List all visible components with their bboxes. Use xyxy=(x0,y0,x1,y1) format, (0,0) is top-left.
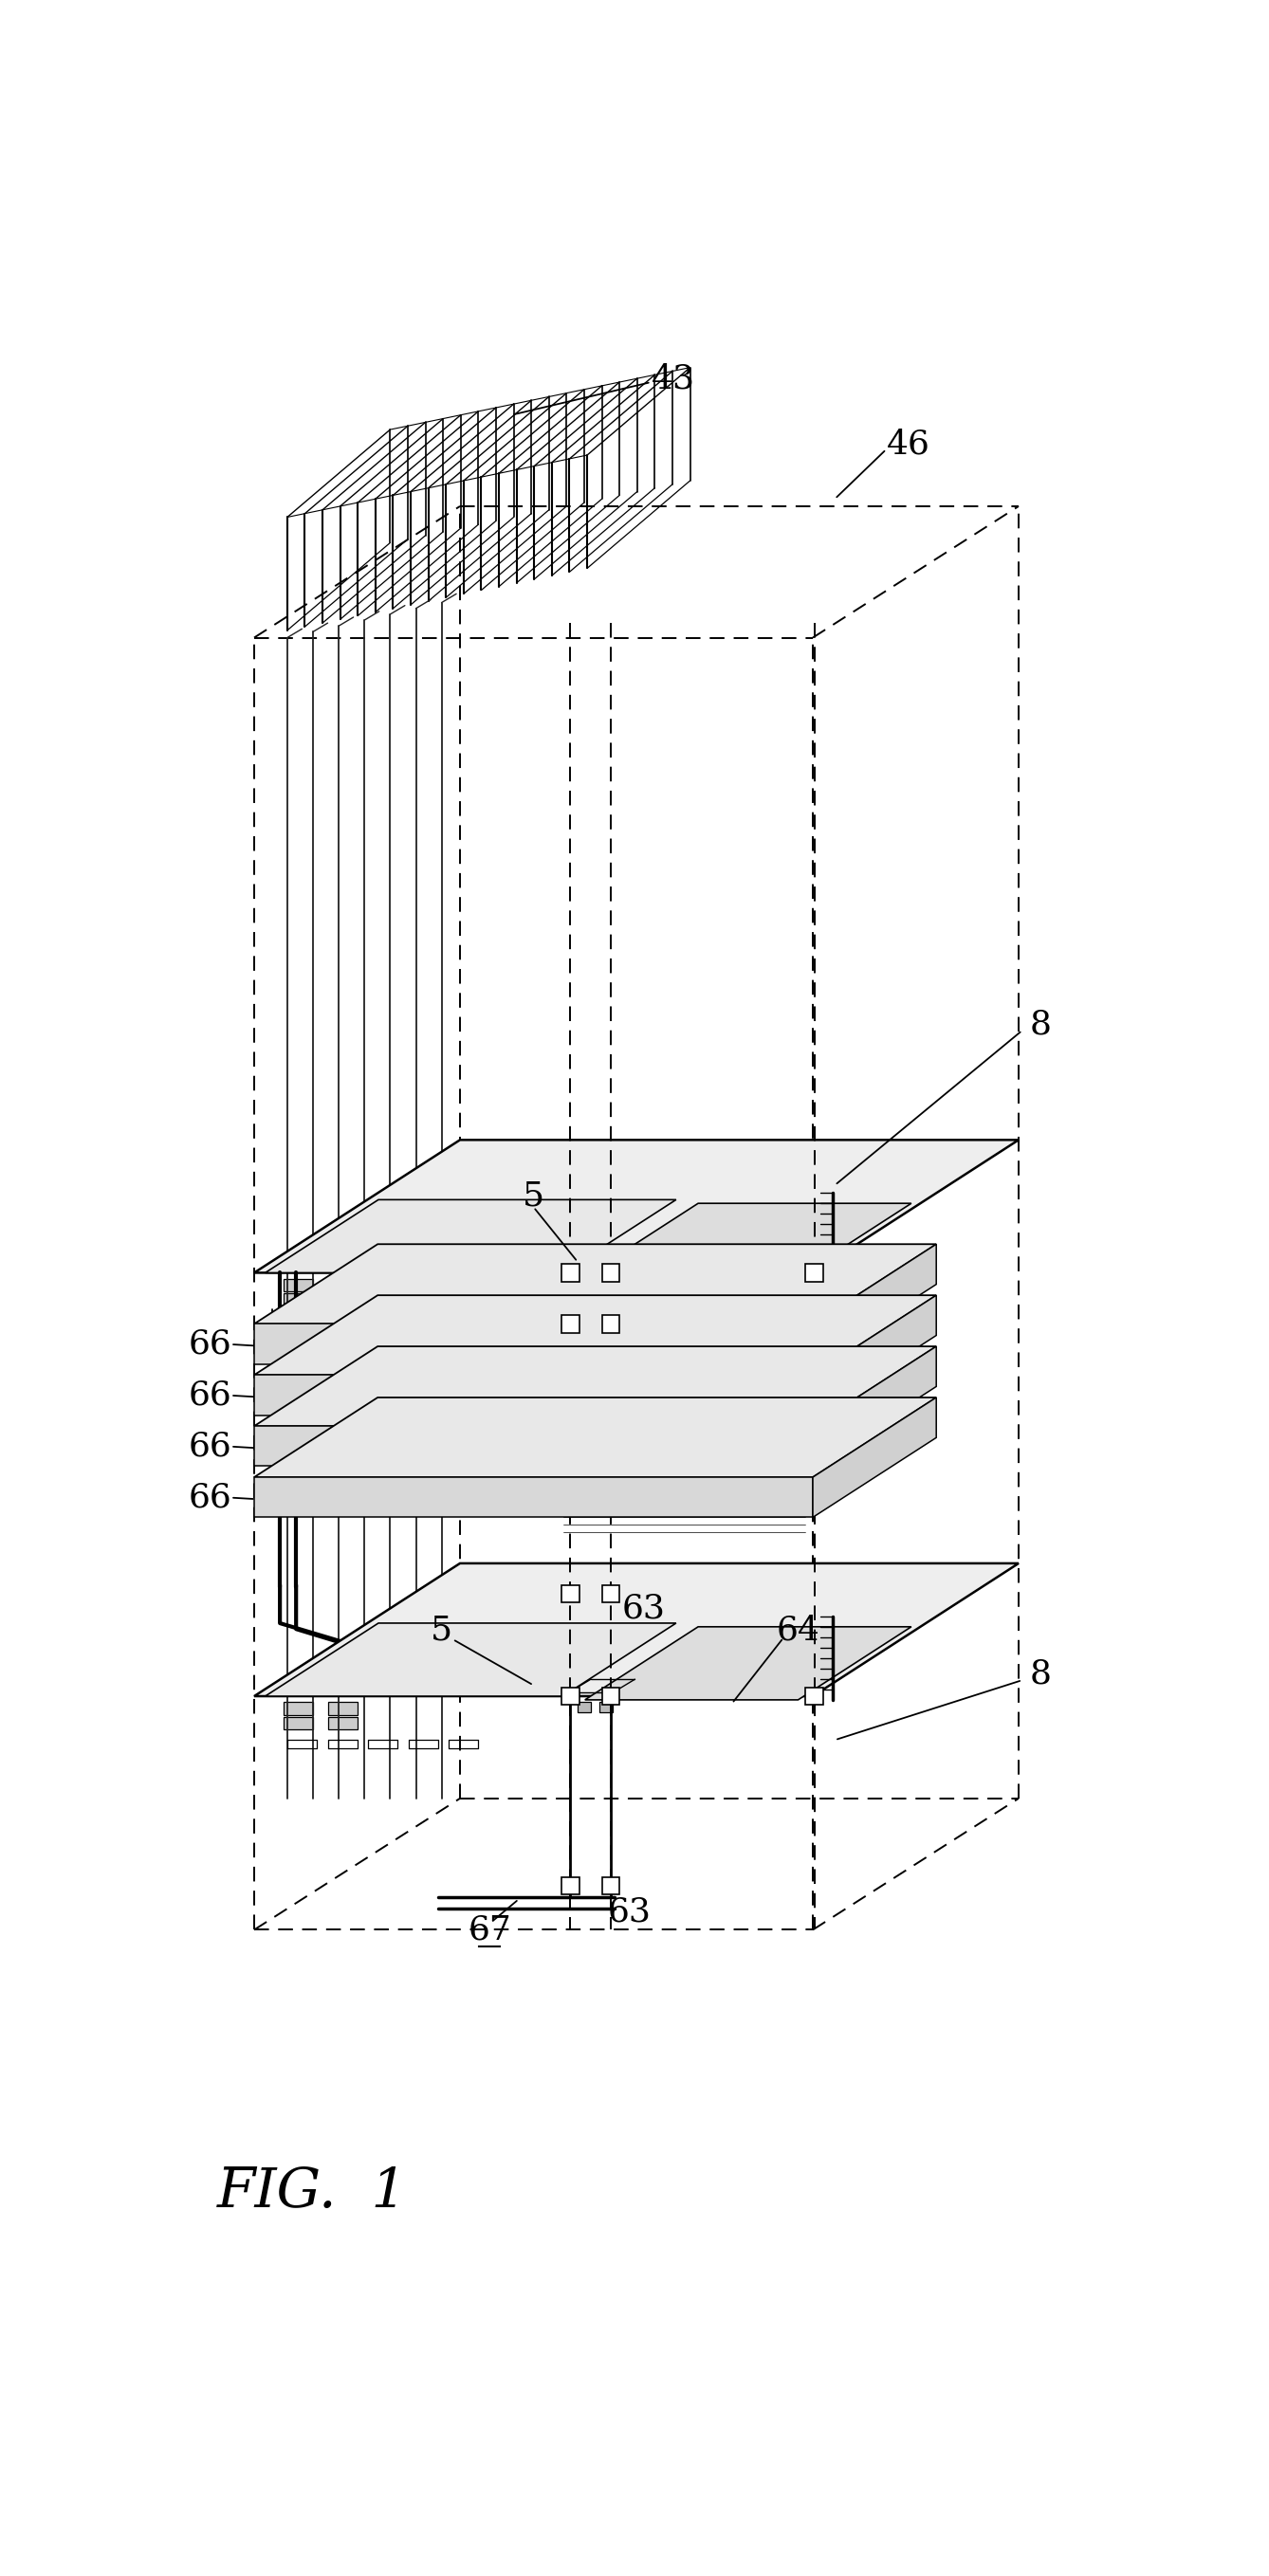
Bar xyxy=(327,1278,357,1291)
Bar xyxy=(577,1703,591,1713)
Bar xyxy=(393,1494,434,1504)
Bar xyxy=(602,1316,619,1332)
Bar xyxy=(561,1316,579,1332)
Bar xyxy=(327,1703,357,1716)
Bar xyxy=(339,1340,379,1350)
Polygon shape xyxy=(254,1427,813,1466)
Bar xyxy=(393,1391,434,1401)
Bar xyxy=(283,1278,313,1291)
Bar xyxy=(283,1703,313,1716)
Bar xyxy=(283,1293,313,1306)
Bar xyxy=(602,1878,619,1896)
Bar xyxy=(283,1494,324,1504)
Polygon shape xyxy=(254,1244,937,1324)
Ellipse shape xyxy=(732,1638,791,1680)
Bar xyxy=(602,1265,619,1280)
Bar xyxy=(577,1278,591,1288)
Bar xyxy=(561,1584,579,1602)
Polygon shape xyxy=(254,1296,937,1376)
Text: 5: 5 xyxy=(430,1615,453,1646)
Text: 8: 8 xyxy=(1029,1659,1052,1690)
Bar xyxy=(600,1278,613,1288)
Text: 43: 43 xyxy=(651,363,695,394)
Text: 66: 66 xyxy=(188,1481,232,1515)
Polygon shape xyxy=(585,1628,911,1700)
Bar xyxy=(283,1391,324,1401)
Text: 63: 63 xyxy=(622,1592,665,1625)
Bar xyxy=(561,1265,579,1280)
Polygon shape xyxy=(254,1476,813,1517)
Text: 5: 5 xyxy=(523,1180,544,1213)
Bar xyxy=(806,1265,824,1280)
Text: 67: 67 xyxy=(468,1914,511,1945)
Bar xyxy=(602,1584,619,1602)
Bar xyxy=(339,1443,379,1453)
Bar xyxy=(600,1703,613,1713)
Polygon shape xyxy=(585,1203,911,1278)
Bar xyxy=(602,1687,619,1705)
Text: 66: 66 xyxy=(188,1430,232,1463)
Text: 46: 46 xyxy=(887,428,930,461)
Bar xyxy=(283,1716,313,1728)
Polygon shape xyxy=(813,1396,937,1517)
Bar xyxy=(393,1340,434,1350)
Polygon shape xyxy=(254,1396,937,1476)
Polygon shape xyxy=(254,1141,1019,1273)
Text: 64: 64 xyxy=(777,1615,820,1646)
Polygon shape xyxy=(813,1347,937,1466)
Polygon shape xyxy=(813,1244,937,1365)
Bar xyxy=(283,1443,324,1453)
Bar xyxy=(561,1878,579,1896)
Text: 66: 66 xyxy=(188,1329,232,1360)
Text: 66: 66 xyxy=(188,1378,232,1412)
Bar xyxy=(339,1494,379,1504)
Bar xyxy=(561,1687,579,1705)
Text: 63: 63 xyxy=(608,1896,651,1927)
Bar xyxy=(327,1716,357,1728)
Bar xyxy=(393,1443,434,1453)
Text: 8: 8 xyxy=(1029,1007,1052,1041)
Ellipse shape xyxy=(662,1638,721,1680)
Polygon shape xyxy=(813,1296,937,1414)
Polygon shape xyxy=(254,1376,813,1414)
Bar xyxy=(327,1293,357,1306)
Ellipse shape xyxy=(593,1638,651,1680)
Polygon shape xyxy=(254,1324,813,1365)
Polygon shape xyxy=(254,1347,937,1427)
Bar xyxy=(283,1340,324,1350)
Polygon shape xyxy=(254,1564,1019,1695)
Bar xyxy=(806,1687,824,1705)
Bar xyxy=(339,1391,379,1401)
Polygon shape xyxy=(265,1623,676,1695)
Text: FIG.  1: FIG. 1 xyxy=(217,2166,407,2221)
Polygon shape xyxy=(265,1200,676,1273)
